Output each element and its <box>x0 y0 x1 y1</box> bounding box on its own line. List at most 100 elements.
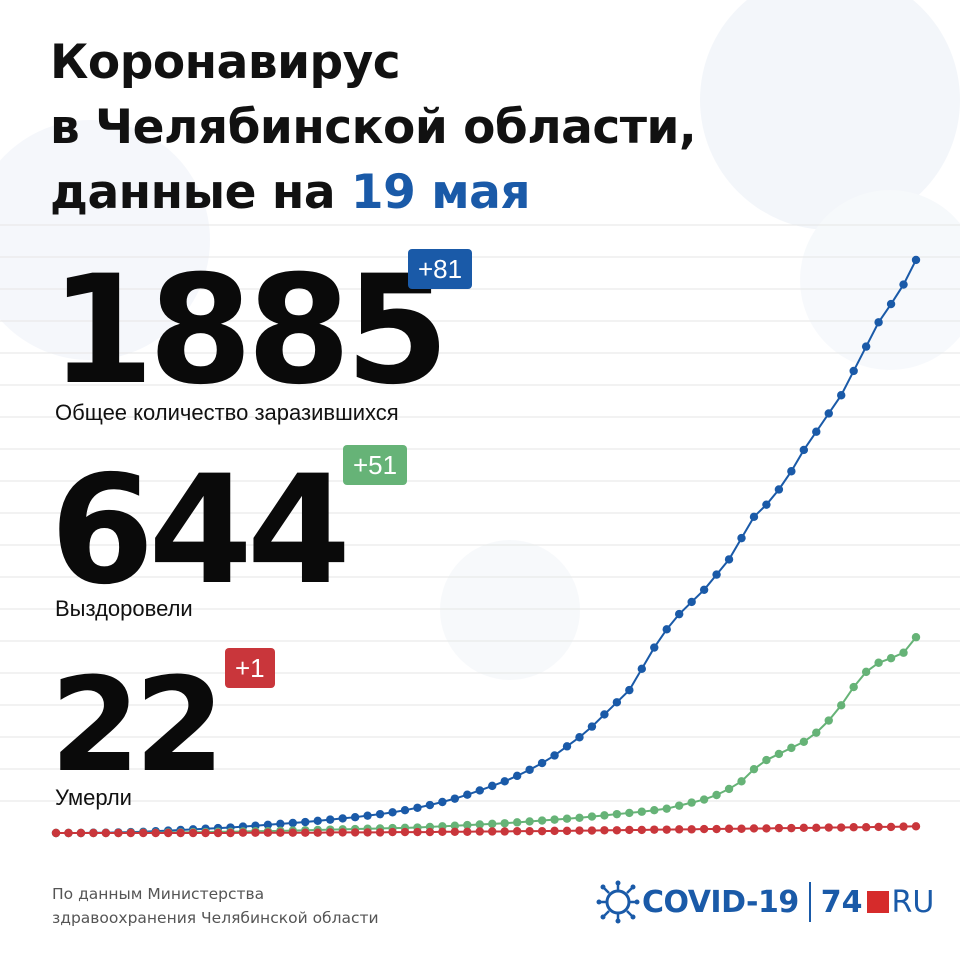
data-point <box>799 823 809 833</box>
data-point <box>612 826 622 835</box>
total-cases-label: Общее количество заразившихся <box>55 400 399 425</box>
data-point <box>837 823 846 832</box>
data-point <box>413 827 422 837</box>
data-point <box>600 826 609 835</box>
data-point <box>812 427 821 436</box>
title-line-2: в Челябинской области, <box>50 100 697 155</box>
data-point <box>488 827 497 836</box>
data-point <box>874 658 883 667</box>
data-point <box>139 828 148 838</box>
data-point <box>263 820 273 829</box>
title-line-1: Коронавирус <box>50 35 401 90</box>
data-point <box>76 828 86 838</box>
data-point <box>762 755 771 765</box>
page-title: Коронавирус в Челябинской области, данны… <box>50 30 697 225</box>
data-point <box>350 828 360 837</box>
total-cases-value: 1885 <box>50 244 449 418</box>
data-point <box>525 765 534 774</box>
data-point <box>737 777 746 786</box>
data-point <box>662 804 671 813</box>
title-line-3-prefix: данные на <box>50 165 351 220</box>
data-point <box>674 801 684 810</box>
data-point <box>749 764 759 774</box>
data-point <box>737 824 746 833</box>
data-point <box>687 825 696 834</box>
data-point <box>350 812 360 822</box>
data-point <box>824 823 833 832</box>
data-point <box>849 823 858 832</box>
data-point <box>737 533 746 543</box>
data-point <box>637 807 646 816</box>
data-point <box>674 609 684 619</box>
data-point <box>749 512 759 522</box>
data-point <box>51 828 61 838</box>
data-point <box>201 828 210 838</box>
data-point <box>861 342 871 351</box>
data-point <box>724 784 734 794</box>
data-point <box>537 826 547 836</box>
data-point <box>712 570 721 579</box>
data-point <box>338 828 347 837</box>
data-point <box>662 825 671 834</box>
data-point <box>375 828 385 837</box>
data-point <box>550 826 559 836</box>
data-point <box>488 819 497 829</box>
data-point <box>650 825 659 834</box>
data-point <box>812 823 821 833</box>
data-point <box>550 751 559 760</box>
data-point <box>787 467 796 476</box>
data-point <box>699 585 709 594</box>
data-point <box>400 806 410 815</box>
data-point <box>712 790 721 800</box>
data-point <box>849 366 858 376</box>
data-point <box>575 826 584 835</box>
data-point <box>151 828 160 838</box>
total-cases-delta-badge: +81 <box>408 249 473 289</box>
data-point <box>363 811 372 820</box>
data-point <box>425 827 435 837</box>
data-point <box>463 790 472 799</box>
brand-red-square <box>866 891 889 913</box>
data-point <box>849 682 858 692</box>
data-point <box>824 716 833 725</box>
data-point <box>837 701 846 710</box>
source-note: По данным Министерства здравоохранения Ч… <box>52 882 379 930</box>
chart-grid <box>0 224 960 802</box>
data-point <box>874 822 883 832</box>
data-point <box>163 828 173 838</box>
data-point <box>438 827 447 836</box>
data-point <box>388 808 397 817</box>
data-point <box>886 822 896 832</box>
data-point <box>276 828 285 837</box>
series-2 <box>51 822 921 838</box>
deaths-label: Умерли <box>55 785 132 810</box>
data-point <box>600 811 609 820</box>
data-point <box>587 826 597 835</box>
data-point <box>114 828 123 838</box>
data-point <box>363 828 372 837</box>
data-point <box>375 809 385 819</box>
data-point <box>837 391 846 400</box>
data-point <box>388 827 397 837</box>
data-point <box>899 648 908 657</box>
data-point <box>787 743 796 753</box>
data-point <box>500 777 509 786</box>
deaths-delta-badge: +1 <box>225 648 275 688</box>
data-point <box>612 809 622 819</box>
data-point <box>762 500 771 509</box>
data-point <box>600 710 609 719</box>
data-point <box>176 828 185 838</box>
data-point <box>450 821 460 830</box>
data-point <box>450 794 460 803</box>
data-point <box>575 733 584 742</box>
data-point <box>101 828 111 838</box>
data-point <box>512 771 522 781</box>
recovered-value: 644 <box>50 444 351 618</box>
data-point <box>575 813 584 822</box>
data-point <box>400 827 410 837</box>
data-point <box>674 825 684 834</box>
data-point <box>64 828 73 838</box>
data-point <box>774 485 784 494</box>
chart-series <box>51 255 921 838</box>
data-point <box>276 819 285 829</box>
